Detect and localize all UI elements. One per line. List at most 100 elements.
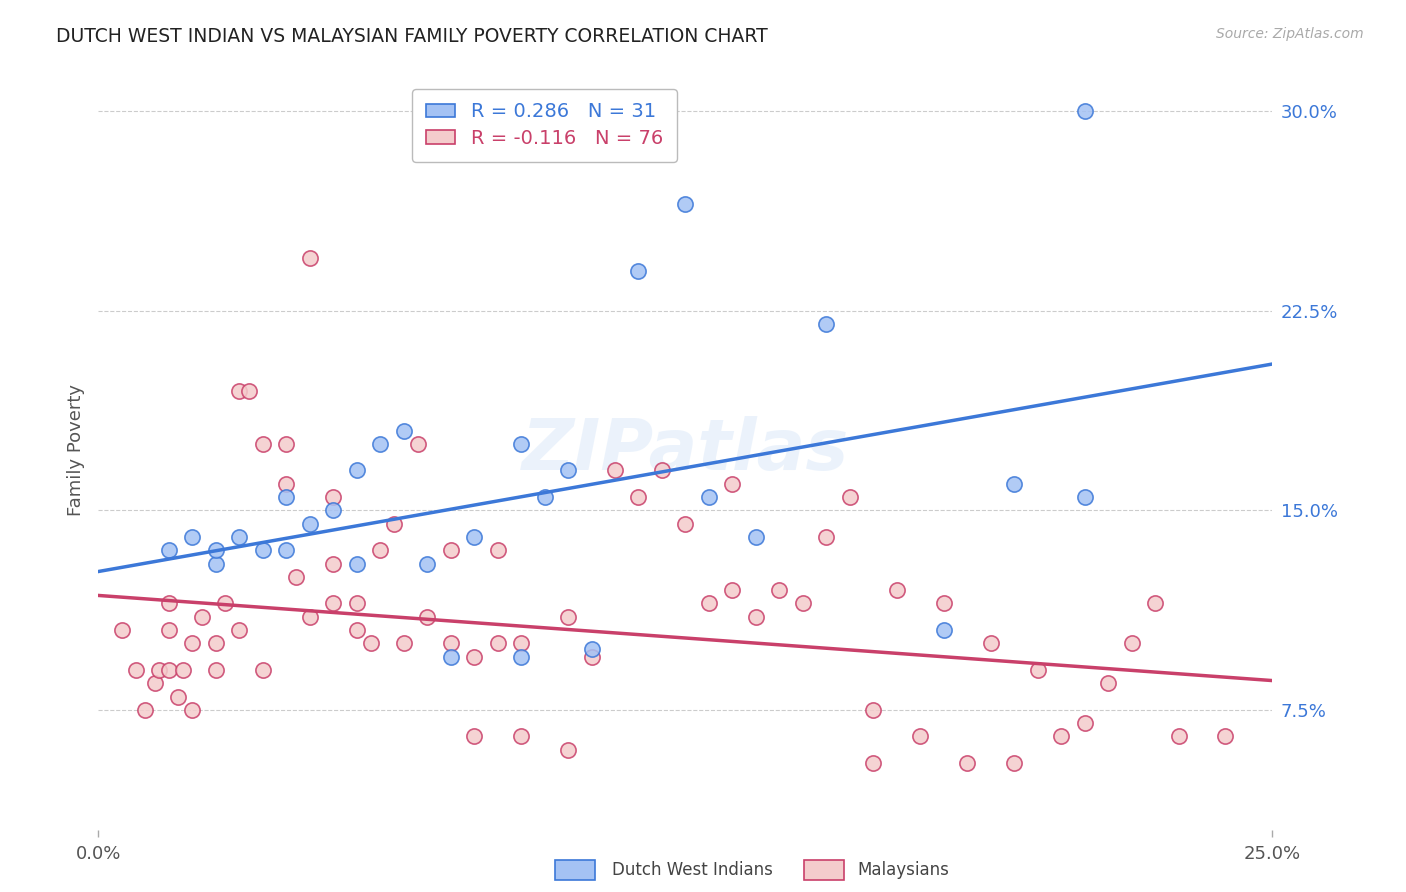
Point [627, 490, 650, 504]
Point [205, 543, 228, 558]
Point [908, 730, 931, 744]
Point [346, 596, 368, 610]
Point [510, 649, 533, 664]
Text: Source: ZipAtlas.com: Source: ZipAtlas.com [1216, 27, 1364, 41]
Point [416, 609, 439, 624]
Point [486, 543, 509, 558]
Point [768, 583, 790, 598]
Point [932, 596, 955, 610]
Point [1144, 596, 1167, 610]
Point [862, 703, 884, 717]
Point [416, 557, 439, 571]
Point [276, 490, 298, 504]
Point [346, 557, 368, 571]
Point [721, 476, 744, 491]
Point [157, 596, 180, 610]
Point [148, 663, 170, 677]
Point [125, 663, 148, 677]
Point [463, 530, 485, 544]
Point [1121, 636, 1143, 650]
Point [510, 437, 533, 451]
Point [276, 543, 298, 558]
Point [1050, 730, 1073, 744]
Point [298, 251, 321, 265]
Point [510, 730, 533, 744]
Point [368, 437, 391, 451]
Point [581, 649, 603, 664]
Text: ZIPatlas: ZIPatlas [522, 416, 849, 485]
Point [205, 557, 228, 571]
Point [298, 516, 321, 531]
Point [510, 636, 533, 650]
Point [862, 756, 884, 770]
Point [360, 636, 382, 650]
Point [463, 649, 485, 664]
Point [675, 197, 697, 211]
Point [276, 437, 298, 451]
Point [205, 663, 228, 677]
Point [1097, 676, 1119, 690]
Point [745, 530, 768, 544]
Point [439, 636, 461, 650]
Text: Malaysians: Malaysians [858, 861, 949, 879]
Point [463, 730, 485, 744]
Point [143, 676, 166, 690]
Point [382, 516, 405, 531]
Point [557, 609, 579, 624]
Point [346, 463, 368, 477]
Point [1215, 730, 1237, 744]
Point [980, 636, 1002, 650]
Point [439, 649, 461, 664]
Point [1002, 756, 1025, 770]
Point [228, 623, 250, 637]
Point [392, 424, 415, 438]
Point [697, 596, 720, 610]
Point [627, 264, 650, 278]
Point [932, 623, 955, 637]
Point [157, 663, 180, 677]
Point [252, 437, 274, 451]
Point [697, 490, 720, 504]
Point [205, 636, 228, 650]
Point [651, 463, 673, 477]
Point [745, 609, 768, 624]
Point [134, 703, 156, 717]
Legend: R = 0.286   N = 31, R = -0.116   N = 76: R = 0.286 N = 31, R = -0.116 N = 76 [412, 88, 676, 161]
Point [181, 636, 204, 650]
Point [322, 490, 344, 504]
Point [603, 463, 626, 477]
Text: DUTCH WEST INDIAN VS MALAYSIAN FAMILY POVERTY CORRELATION CHART: DUTCH WEST INDIAN VS MALAYSIAN FAMILY PO… [56, 27, 768, 45]
Point [439, 543, 461, 558]
Point [392, 636, 415, 650]
Point [581, 641, 603, 656]
Point [368, 543, 391, 558]
Point [557, 463, 579, 477]
Point [1167, 730, 1189, 744]
Point [228, 384, 250, 398]
Point [956, 756, 979, 770]
Point [1073, 104, 1095, 119]
Point [181, 530, 204, 544]
Point [721, 583, 744, 598]
Point [322, 503, 344, 517]
Y-axis label: Family Poverty: Family Poverty [66, 384, 84, 516]
Point [111, 623, 134, 637]
Point [322, 596, 344, 610]
Point [486, 636, 509, 650]
Point [1073, 716, 1095, 731]
Point [181, 703, 204, 717]
Point [238, 384, 260, 398]
Point [228, 530, 250, 544]
Point [276, 476, 298, 491]
Point [1002, 476, 1025, 491]
Point [792, 596, 814, 610]
Point [533, 490, 555, 504]
Point [1073, 490, 1095, 504]
Point [557, 743, 579, 757]
Point [675, 516, 697, 531]
Point [190, 609, 212, 624]
Point [815, 530, 838, 544]
Point [214, 596, 236, 610]
Text: Dutch West Indians: Dutch West Indians [612, 861, 772, 879]
Point [167, 690, 190, 704]
